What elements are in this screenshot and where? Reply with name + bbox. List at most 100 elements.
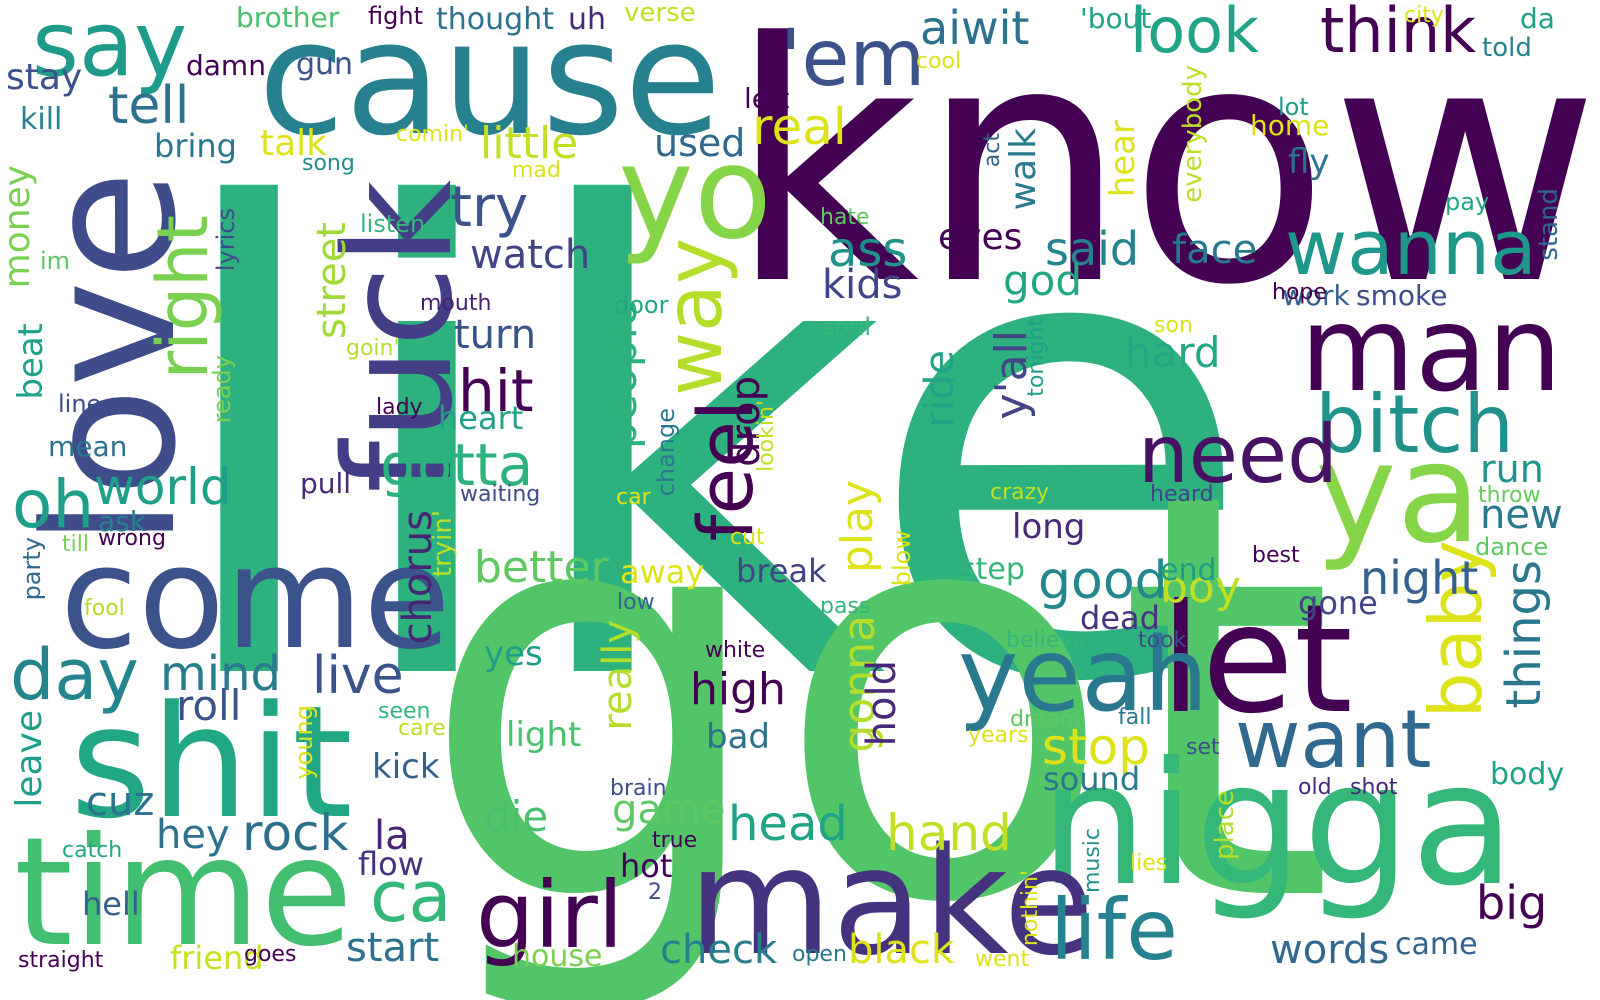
word-face: face	[1172, 227, 1258, 273]
word-sound: sound	[1043, 760, 1141, 798]
word-soul: soul	[822, 313, 872, 341]
word-work: work	[1282, 279, 1350, 312]
word-bring: bring	[154, 127, 237, 165]
word-car: car	[616, 485, 651, 510]
word-took: took	[1138, 628, 1187, 653]
word-shot: shot	[1350, 775, 1398, 800]
word-need: need	[1138, 408, 1338, 501]
word-cuz: cuz	[86, 779, 155, 825]
word-ca: ca	[370, 856, 452, 938]
word-bout: 'bout	[1080, 2, 1152, 35]
word-son: son	[1154, 313, 1193, 338]
word-live: live	[312, 646, 404, 706]
word-walk: walk	[1003, 128, 1044, 211]
word-gone: gone	[1298, 584, 1378, 622]
word-let: let	[1160, 573, 1353, 747]
word-tryin: tryin'	[428, 510, 458, 578]
word-comin: comin'	[396, 122, 470, 147]
word-hey: hey	[156, 812, 230, 858]
word-mouth: mouth	[420, 291, 492, 316]
word-people: people	[596, 300, 647, 450]
word-listen: listen	[360, 210, 426, 238]
word-hard: hard	[1125, 328, 1221, 377]
word-know: know	[727, 0, 1600, 357]
word-better: better	[474, 542, 609, 593]
word-pull: pull	[300, 467, 352, 500]
word-nothin: nothin'	[1018, 870, 1043, 947]
word-new: new	[1480, 492, 1563, 538]
word-talk: talk	[260, 123, 328, 164]
word-hear: hear	[1103, 120, 1143, 198]
word-goin: goin'	[346, 336, 400, 361]
word-time: time	[14, 806, 353, 980]
word-ready: ready	[208, 355, 236, 424]
word-day: day	[10, 634, 139, 716]
word-hit: hit	[458, 357, 534, 425]
word-leave: leave	[9, 710, 50, 808]
word-place: place	[1210, 790, 1240, 860]
word-im: im	[40, 247, 71, 275]
word-boy: boy	[1160, 562, 1241, 613]
word-white: white	[705, 638, 766, 663]
word-step: step	[960, 552, 1025, 587]
word-night: night	[1360, 551, 1479, 605]
word-end: end	[1160, 553, 1217, 588]
word-break: break	[736, 552, 827, 590]
word-city: city	[1404, 3, 1444, 28]
word-cut: cut	[730, 525, 765, 550]
word-smoke: smoke	[1356, 279, 1448, 312]
word-oh: oh	[12, 466, 95, 543]
word-hell: hell	[82, 885, 140, 923]
word-party: party	[18, 537, 46, 601]
word-pay: pay	[1445, 188, 1490, 216]
word-play: play	[832, 480, 883, 574]
word-got: got	[418, 374, 1336, 1000]
word-brain: brain	[610, 776, 667, 801]
word-gun: gun	[296, 47, 354, 82]
word-ass: ass	[828, 222, 908, 278]
word-hope: hope	[1272, 280, 1327, 305]
word-heart: heart	[438, 399, 524, 437]
word-like: like	[160, 77, 1258, 822]
word-told: told	[1482, 33, 1532, 63]
word-flow: flow	[358, 845, 424, 883]
word-fight: fight	[368, 2, 423, 30]
word-shit: shit	[70, 672, 353, 853]
word-stop: stop	[1042, 718, 1150, 776]
word-said: said	[1045, 222, 1140, 276]
word-girl: girl	[476, 862, 624, 969]
word-set: set	[1186, 735, 1220, 760]
word-kick: kick	[372, 747, 440, 787]
word-bad: bad	[706, 717, 770, 757]
word-say: say	[32, 0, 188, 97]
word-damn: damn	[186, 49, 266, 82]
word-little: little	[480, 118, 579, 169]
word-eyes: eyes	[938, 217, 1023, 258]
word-act: act	[980, 133, 1005, 168]
word-good: good	[1038, 551, 1168, 611]
word-want: want	[1235, 693, 1432, 786]
word-gotta: gotta	[380, 431, 534, 499]
word-start: start	[346, 925, 440, 971]
word-door: door	[614, 291, 669, 319]
word-believe: believe	[1006, 628, 1086, 653]
word-ride: ride	[917, 350, 963, 428]
word-tell: tell	[108, 76, 190, 136]
word-kill: kill	[20, 102, 63, 137]
word-young: young	[290, 705, 318, 780]
word-things: things	[1496, 560, 1552, 709]
word-wanna: wanna	[1285, 203, 1537, 292]
word-words: words	[1270, 927, 1390, 973]
word-black: black	[848, 927, 955, 973]
word-catch: catch	[62, 838, 123, 863]
word-check: check	[660, 927, 778, 973]
word-rock: rock	[242, 804, 349, 862]
word-hate: hate	[820, 205, 870, 230]
word-look: look	[1130, 0, 1259, 67]
word-yes: yes	[484, 634, 543, 674]
word-real: real	[752, 98, 847, 156]
word-change: change	[652, 408, 680, 497]
word-fly: fly	[1288, 142, 1330, 182]
word-tonight: tonight	[1024, 318, 1049, 397]
